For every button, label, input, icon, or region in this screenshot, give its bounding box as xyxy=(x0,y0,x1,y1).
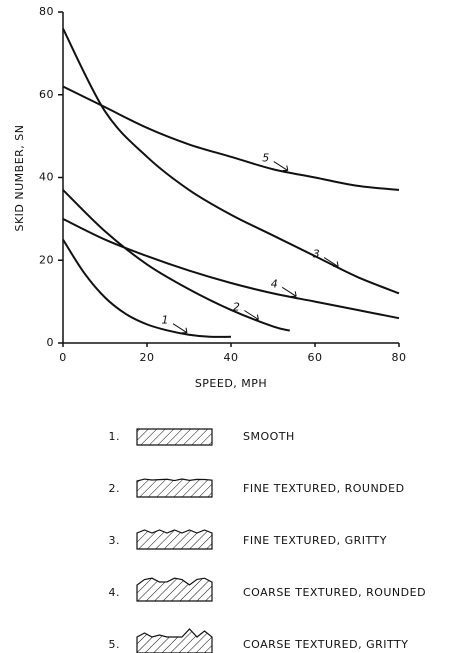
legend-number: 5. xyxy=(109,638,121,651)
x-axis-title: SPEED, MPH xyxy=(195,377,267,390)
curve xyxy=(62,85,400,191)
y-tick-label: 40 xyxy=(39,171,54,184)
x-tick-label: 40 xyxy=(224,351,239,364)
y-tick-label: 80 xyxy=(39,5,54,18)
texture-swatch xyxy=(136,428,213,446)
y-tick-label: 60 xyxy=(39,88,54,101)
x-tick-label: 20 xyxy=(140,351,155,364)
curve-label: 4 xyxy=(271,277,279,290)
y-tick-label: 0 xyxy=(47,336,55,349)
legend-number: 2. xyxy=(109,482,121,495)
x-tick-label: 60 xyxy=(308,351,323,364)
texture-swatch xyxy=(136,628,213,653)
curve-label: 5 xyxy=(262,152,270,165)
curve xyxy=(62,239,232,338)
legend-label: FINE TEXTURED, GRITTY xyxy=(243,534,387,547)
label-arrow xyxy=(244,310,259,320)
y-axis-title: SKID NUMBER, SN xyxy=(13,124,26,231)
label-arrow xyxy=(323,257,339,268)
label-arrow xyxy=(172,323,188,334)
curve xyxy=(62,28,400,295)
curve-label: 3 xyxy=(313,248,321,261)
x-tick-label: 0 xyxy=(59,351,67,364)
legend-label: FINE TEXTURED, ROUNDED xyxy=(243,482,405,495)
y-tick-label: 20 xyxy=(39,253,54,266)
legend-label: COARSE TEXTURED, ROUNDED xyxy=(243,586,426,599)
curve-label: 1 xyxy=(162,314,170,327)
label-arrow xyxy=(281,286,297,297)
legend-number: 1. xyxy=(109,430,121,443)
label-arrow xyxy=(273,161,289,172)
legend-label: COARSE TEXTURED, GRITTY xyxy=(243,638,408,651)
legend-label: SMOOTH xyxy=(243,430,295,443)
curve xyxy=(62,217,400,320)
x-tick-label: 80 xyxy=(392,351,407,364)
texture-swatch xyxy=(136,577,213,602)
texture-swatch xyxy=(136,529,213,550)
legend-number: 4. xyxy=(109,586,121,599)
curve-label: 2 xyxy=(233,300,241,313)
texture-swatch xyxy=(136,478,213,498)
curve xyxy=(62,189,291,332)
legend-number: 3. xyxy=(109,534,121,547)
